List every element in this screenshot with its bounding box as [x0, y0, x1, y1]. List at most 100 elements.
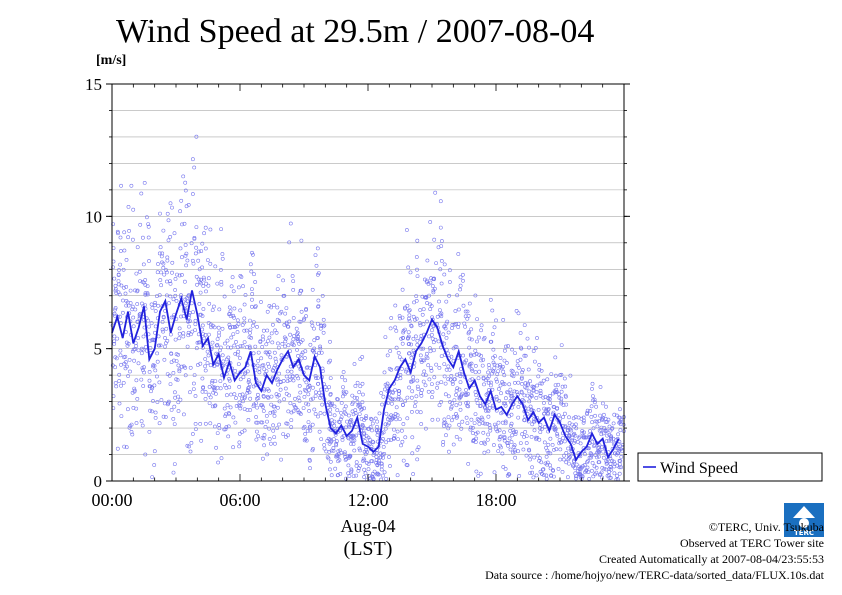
raw-sample-point — [260, 403, 265, 408]
raw-sample-point — [370, 428, 374, 433]
raw-sample-point — [502, 348, 507, 353]
raw-sample-point — [475, 339, 479, 344]
raw-sample-point — [538, 381, 543, 386]
raw-sample-point — [439, 380, 444, 385]
raw-sample-point — [611, 421, 616, 426]
raw-sample-point — [287, 319, 292, 324]
raw-sample-point — [576, 472, 581, 477]
raw-sample-point — [307, 408, 312, 413]
raw-sample-point — [123, 354, 128, 359]
raw-sample-point — [501, 465, 506, 469]
raw-sample-point — [271, 423, 276, 428]
raw-sample-point — [228, 345, 233, 350]
raw-sample-point — [320, 293, 325, 298]
raw-sample-point — [154, 294, 159, 299]
raw-sample-point — [318, 346, 323, 351]
raw-sample-point — [597, 443, 602, 448]
raw-sample-point — [131, 207, 136, 212]
raw-sample-point — [150, 337, 155, 342]
raw-sample-point — [558, 457, 563, 462]
raw-sample-point — [545, 460, 550, 465]
raw-sample-point — [589, 414, 594, 419]
raw-sample-point — [522, 353, 527, 358]
raw-sample-point — [220, 326, 225, 331]
raw-sample-point — [129, 183, 134, 188]
raw-sample-point — [421, 322, 426, 327]
raw-sample-point — [193, 322, 198, 327]
raw-sample-point — [400, 341, 405, 346]
raw-sample-point — [602, 426, 607, 430]
raw-sample-point — [169, 360, 174, 365]
raw-sample-point — [467, 301, 472, 306]
raw-sample-point — [531, 349, 536, 353]
raw-sample-point — [248, 327, 253, 332]
raw-sample-point — [135, 396, 140, 401]
raw-sample-point — [358, 384, 363, 389]
raw-sample-point — [446, 394, 451, 399]
raw-sample-point — [380, 402, 385, 407]
raw-sample-point — [429, 368, 434, 373]
raw-sample-point — [443, 381, 448, 386]
raw-sample-point — [222, 383, 227, 388]
raw-sample-point — [237, 384, 242, 389]
raw-sample-point — [527, 345, 531, 350]
raw-sample-point — [218, 267, 223, 272]
raw-sample-point — [516, 449, 521, 454]
raw-sample-point — [235, 330, 240, 334]
raw-sample-point — [281, 432, 286, 437]
raw-sample-point — [492, 325, 497, 330]
raw-sample-point — [592, 443, 597, 448]
raw-sample-point — [453, 309, 458, 313]
raw-sample-point — [193, 394, 198, 398]
raw-sample-point — [529, 434, 534, 439]
raw-sample-point — [546, 407, 550, 412]
raw-sample-point — [178, 246, 183, 251]
raw-sample-point — [289, 418, 294, 423]
raw-sample-point — [259, 300, 263, 304]
raw-sample-point — [420, 388, 424, 392]
raw-sample-point — [219, 456, 224, 461]
raw-sample-point — [561, 415, 566, 419]
raw-sample-point — [164, 270, 169, 275]
raw-sample-point — [491, 347, 496, 352]
raw-sample-point — [224, 385, 229, 390]
raw-sample-point — [112, 334, 117, 339]
raw-sample-point — [113, 381, 118, 385]
raw-sample-point — [318, 395, 323, 400]
raw-sample-point — [597, 428, 602, 433]
raw-sample-point — [400, 439, 405, 444]
raw-sample-point — [585, 410, 590, 415]
raw-sample-point — [198, 421, 203, 426]
raw-sample-point — [267, 335, 272, 340]
raw-sample-point — [302, 394, 307, 399]
raw-sample-point — [449, 373, 454, 378]
raw-sample-point — [437, 299, 441, 304]
raw-sample-point — [354, 473, 359, 478]
raw-sample-point — [268, 410, 273, 415]
raw-sample-point — [290, 374, 295, 379]
raw-sample-point — [306, 402, 311, 407]
raw-sample-point — [180, 222, 184, 227]
raw-sample-point — [296, 353, 300, 358]
raw-sample-point — [172, 404, 177, 409]
raw-sample-point — [473, 390, 478, 394]
raw-sample-point — [478, 471, 483, 476]
raw-sample-point — [288, 221, 293, 226]
raw-sample-point — [547, 397, 552, 402]
raw-sample-point — [188, 390, 192, 395]
raw-sample-point — [507, 436, 512, 441]
raw-sample-point — [548, 401, 553, 406]
raw-sample-point — [447, 367, 452, 372]
raw-sample-point — [395, 429, 400, 434]
raw-sample-point — [343, 412, 348, 417]
raw-sample-point — [468, 378, 473, 383]
raw-sample-point — [152, 303, 157, 307]
raw-sample-point — [509, 421, 514, 426]
raw-sample-point — [435, 381, 440, 386]
data-source-text: Data source : /home/hojyo/new/TERC-data/… — [485, 568, 824, 582]
raw-sample-point — [275, 376, 280, 381]
raw-sample-point — [355, 396, 360, 400]
raw-sample-point — [595, 419, 600, 424]
raw-sample-point — [382, 470, 387, 475]
raw-sample-point — [496, 420, 501, 425]
